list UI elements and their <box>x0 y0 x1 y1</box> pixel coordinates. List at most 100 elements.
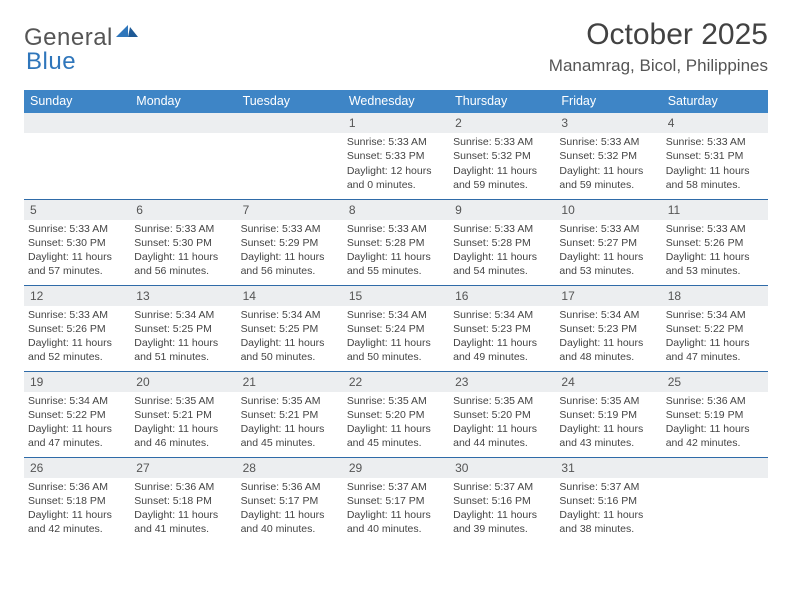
day-line: Daylight: 11 hours <box>666 164 764 178</box>
day-line: Sunset: 5:28 PM <box>347 236 445 250</box>
calendar-cell: 30Sunrise: 5:37 AMSunset: 5:16 PMDayligh… <box>449 457 555 543</box>
day-line: Sunset: 5:28 PM <box>453 236 551 250</box>
day-line: Sunrise: 5:34 AM <box>134 308 232 322</box>
day-line: and 47 minutes. <box>666 350 764 364</box>
day-line: and 42 minutes. <box>28 522 126 536</box>
day-body: Sunrise: 5:37 AMSunset: 5:16 PMDaylight:… <box>449 478 555 539</box>
day-number: 4 <box>662 113 768 133</box>
logo-text-blue: Blue <box>26 48 76 75</box>
day-line: Daylight: 11 hours <box>28 336 126 350</box>
day-number <box>237 113 343 133</box>
day-number <box>662 458 768 478</box>
day-line: Sunrise: 5:33 AM <box>241 222 339 236</box>
day-line: and 59 minutes. <box>453 178 551 192</box>
day-line: Sunrise: 5:33 AM <box>28 308 126 322</box>
day-line: and 45 minutes. <box>241 436 339 450</box>
calendar-body: 1Sunrise: 5:33 AMSunset: 5:33 PMDaylight… <box>24 113 768 543</box>
day-line: and 38 minutes. <box>559 522 657 536</box>
day-line: Sunrise: 5:35 AM <box>241 394 339 408</box>
day-line: Daylight: 11 hours <box>453 250 551 264</box>
day-line: and 39 minutes. <box>453 522 551 536</box>
day-header: Thursday <box>449 90 555 113</box>
day-number: 24 <box>555 372 661 392</box>
day-line: Sunrise: 5:34 AM <box>28 394 126 408</box>
day-line: and 48 minutes. <box>559 350 657 364</box>
day-header: Tuesday <box>237 90 343 113</box>
day-header: Monday <box>130 90 236 113</box>
day-line: Sunset: 5:18 PM <box>134 494 232 508</box>
calendar-cell: 28Sunrise: 5:36 AMSunset: 5:17 PMDayligh… <box>237 457 343 543</box>
day-line: Sunrise: 5:33 AM <box>453 222 551 236</box>
day-body <box>130 133 236 137</box>
day-line: Sunset: 5:16 PM <box>559 494 657 508</box>
day-line: and 51 minutes. <box>134 350 232 364</box>
day-body: Sunrise: 5:36 AMSunset: 5:17 PMDaylight:… <box>237 478 343 539</box>
calendar-cell: 1Sunrise: 5:33 AMSunset: 5:33 PMDaylight… <box>343 113 449 199</box>
day-number: 25 <box>662 372 768 392</box>
calendar-cell: 21Sunrise: 5:35 AMSunset: 5:21 PMDayligh… <box>237 371 343 457</box>
calendar-cell: 11Sunrise: 5:33 AMSunset: 5:26 PMDayligh… <box>662 199 768 285</box>
day-line: and 58 minutes. <box>666 178 764 192</box>
day-number: 29 <box>343 458 449 478</box>
day-number: 31 <box>555 458 661 478</box>
calendar-row: 19Sunrise: 5:34 AMSunset: 5:22 PMDayligh… <box>24 371 768 457</box>
day-line: Sunrise: 5:37 AM <box>559 480 657 494</box>
calendar-cell: 17Sunrise: 5:34 AMSunset: 5:23 PMDayligh… <box>555 285 661 371</box>
day-line: and 46 minutes. <box>134 436 232 450</box>
day-line: Sunset: 5:30 PM <box>134 236 232 250</box>
day-line: Sunset: 5:19 PM <box>666 408 764 422</box>
calendar-cell: 18Sunrise: 5:34 AMSunset: 5:22 PMDayligh… <box>662 285 768 371</box>
calendar-cell: 13Sunrise: 5:34 AMSunset: 5:25 PMDayligh… <box>130 285 236 371</box>
day-line: Sunset: 5:33 PM <box>347 149 445 163</box>
day-line: Sunset: 5:20 PM <box>347 408 445 422</box>
day-line: Daylight: 11 hours <box>453 336 551 350</box>
day-line: Daylight: 11 hours <box>559 336 657 350</box>
month-title: October 2025 <box>549 18 768 52</box>
calendar-cell: 2Sunrise: 5:33 AMSunset: 5:32 PMDaylight… <box>449 113 555 199</box>
day-number: 3 <box>555 113 661 133</box>
day-line: Daylight: 11 hours <box>347 422 445 436</box>
day-number: 22 <box>343 372 449 392</box>
calendar-row: 26Sunrise: 5:36 AMSunset: 5:18 PMDayligh… <box>24 457 768 543</box>
day-line: Daylight: 11 hours <box>453 422 551 436</box>
day-line: and 41 minutes. <box>134 522 232 536</box>
day-line: and 53 minutes. <box>559 264 657 278</box>
calendar-cell: 31Sunrise: 5:37 AMSunset: 5:16 PMDayligh… <box>555 457 661 543</box>
day-body: Sunrise: 5:34 AMSunset: 5:22 PMDaylight:… <box>662 306 768 367</box>
calendar-cell: 16Sunrise: 5:34 AMSunset: 5:23 PMDayligh… <box>449 285 555 371</box>
day-body: Sunrise: 5:35 AMSunset: 5:19 PMDaylight:… <box>555 392 661 453</box>
day-number: 8 <box>343 200 449 220</box>
day-line: Sunrise: 5:33 AM <box>559 135 657 149</box>
calendar-cell: 8Sunrise: 5:33 AMSunset: 5:28 PMDaylight… <box>343 199 449 285</box>
day-line: and 56 minutes. <box>241 264 339 278</box>
day-line: and 50 minutes. <box>347 350 445 364</box>
day-line: Daylight: 11 hours <box>134 250 232 264</box>
day-body: Sunrise: 5:33 AMSunset: 5:33 PMDaylight:… <box>343 133 449 194</box>
day-line: Daylight: 11 hours <box>241 422 339 436</box>
day-body: Sunrise: 5:33 AMSunset: 5:27 PMDaylight:… <box>555 220 661 281</box>
day-line: Daylight: 11 hours <box>559 422 657 436</box>
day-body: Sunrise: 5:34 AMSunset: 5:24 PMDaylight:… <box>343 306 449 367</box>
day-number: 20 <box>130 372 236 392</box>
day-line: and 53 minutes. <box>666 264 764 278</box>
day-line: Sunset: 5:19 PM <box>559 408 657 422</box>
calendar-cell: 19Sunrise: 5:34 AMSunset: 5:22 PMDayligh… <box>24 371 130 457</box>
day-line: Daylight: 11 hours <box>241 508 339 522</box>
day-number: 17 <box>555 286 661 306</box>
day-number: 23 <box>449 372 555 392</box>
day-line: Sunrise: 5:36 AM <box>666 394 764 408</box>
day-line: Sunset: 5:17 PM <box>347 494 445 508</box>
day-line: and 54 minutes. <box>453 264 551 278</box>
day-line: Daylight: 11 hours <box>666 336 764 350</box>
day-line: Daylight: 11 hours <box>241 250 339 264</box>
day-line: and 50 minutes. <box>241 350 339 364</box>
day-body <box>662 478 768 482</box>
day-line: and 59 minutes. <box>559 178 657 192</box>
day-line: Sunset: 5:22 PM <box>666 322 764 336</box>
day-line: Sunrise: 5:34 AM <box>241 308 339 322</box>
day-body: Sunrise: 5:35 AMSunset: 5:21 PMDaylight:… <box>237 392 343 453</box>
day-number: 5 <box>24 200 130 220</box>
day-body: Sunrise: 5:33 AMSunset: 5:28 PMDaylight:… <box>343 220 449 281</box>
day-body: Sunrise: 5:33 AMSunset: 5:26 PMDaylight:… <box>24 306 130 367</box>
day-line: Sunrise: 5:36 AM <box>28 480 126 494</box>
